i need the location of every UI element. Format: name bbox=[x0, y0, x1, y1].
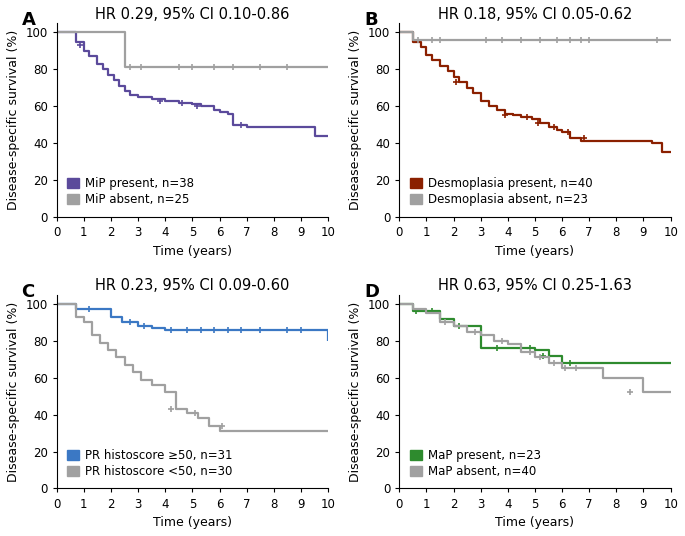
Y-axis label: Disease-specific survival (%): Disease-specific survival (%) bbox=[7, 301, 20, 482]
X-axis label: Time (years): Time (years) bbox=[153, 516, 232, 529]
Text: A: A bbox=[21, 11, 36, 29]
Legend: MiP present, n=38, MiP absent, n=25: MiP present, n=38, MiP absent, n=25 bbox=[63, 173, 199, 211]
Title: HR 0.18, 95% CI 0.05-0.62: HR 0.18, 95% CI 0.05-0.62 bbox=[438, 7, 632, 22]
Legend: MaP present, n=23, MaP absent, n=40: MaP present, n=23, MaP absent, n=40 bbox=[406, 444, 545, 482]
Legend: PR histoscore ≥50, n=31, PR histoscore <50, n=30: PR histoscore ≥50, n=31, PR histoscore <… bbox=[63, 444, 237, 482]
X-axis label: Time (years): Time (years) bbox=[495, 516, 575, 529]
Text: B: B bbox=[364, 11, 377, 29]
Y-axis label: Disease-specific survival (%): Disease-specific survival (%) bbox=[349, 30, 362, 210]
Y-axis label: Disease-specific survival (%): Disease-specific survival (%) bbox=[7, 30, 20, 210]
Title: HR 0.63, 95% CI 0.25-1.63: HR 0.63, 95% CI 0.25-1.63 bbox=[438, 278, 632, 293]
X-axis label: Time (years): Time (years) bbox=[495, 244, 575, 258]
X-axis label: Time (years): Time (years) bbox=[153, 244, 232, 258]
Text: C: C bbox=[21, 283, 35, 301]
Legend: Desmoplasia present, n=40, Desmoplasia absent, n=23: Desmoplasia present, n=40, Desmoplasia a… bbox=[406, 173, 597, 211]
Title: HR 0.23, 95% CI 0.09-0.60: HR 0.23, 95% CI 0.09-0.60 bbox=[95, 278, 290, 293]
Y-axis label: Disease-specific survival (%): Disease-specific survival (%) bbox=[349, 301, 362, 482]
Text: D: D bbox=[364, 283, 379, 301]
Title: HR 0.29, 95% CI 0.10-0.86: HR 0.29, 95% CI 0.10-0.86 bbox=[95, 7, 290, 22]
